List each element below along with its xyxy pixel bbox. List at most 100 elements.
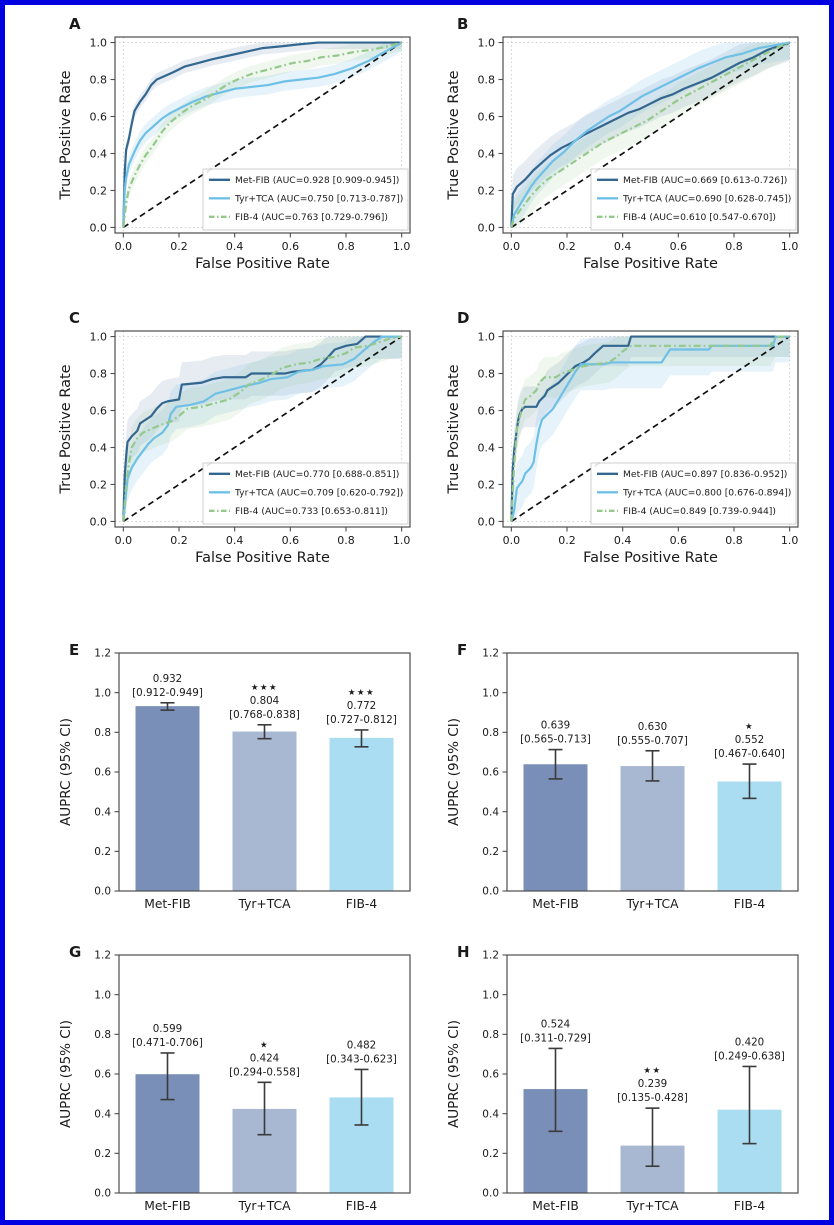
panel-letter-c: C <box>69 309 80 327</box>
significance-stars-fib-4: ★★★ <box>348 688 375 698</box>
value-annotation-tyr-tca: 0.424 <box>250 1052 279 1064</box>
legend-label-met-fib: Met-FIB (AUC=0.928 [0.909-0.945]) <box>235 175 399 186</box>
bar-fib-4 <box>717 781 782 891</box>
x-axis-label: False Positive Rate <box>583 256 718 272</box>
y-tick-label: 0.8 <box>90 73 108 86</box>
x-tick-label: 1.0 <box>393 240 411 253</box>
x-axis-label: False Positive Rate <box>195 256 330 272</box>
y-tick-label: 0.2 <box>90 184 108 197</box>
panel-row-2: 0.0 0.0 0.2 0.2 0.4 0.4 0.6 0.6 0.8 0.8 1.0 1.0 Fals… <box>55 307 829 591</box>
panel-A: 0.0 0.0 0.2 0.2 0.4 0.4 0.6 0.6 0.8 0.8 1.0 1.0 Fals… <box>55 13 433 297</box>
y-tick-label: 0.4 <box>482 806 499 818</box>
x-tick-label: 0.8 <box>725 240 743 253</box>
bar-met-fib <box>135 706 200 891</box>
bar-tyr-tca <box>232 731 297 891</box>
x-tick-label: 1.0 <box>781 534 799 547</box>
panel-H-bar-chart: [0.311-0.729] 0.524 Met-FIB [0.135-0.428] 0.… <box>446 943 799 1213</box>
x-tick-label: 0.2 <box>170 534 188 547</box>
panel-B-roc-chart: 0.0 0.0 0.2 0.2 0.4 0.4 0.6 0.6 0.8 0.8 1.0 1.0 Fals… <box>446 15 799 272</box>
panel-A-roc-chart: 0.0 0.0 0.2 0.2 0.4 0.4 0.6 0.6 0.8 0.8 1.0 1.0 Fals… <box>58 15 411 272</box>
significance-stars-fib-4: ★ <box>745 722 754 732</box>
panel-C: 0.0 0.0 0.2 0.2 0.4 0.4 0.6 0.6 0.8 0.8 1.0 1.0 Fals… <box>55 307 433 591</box>
category-label-tyr-tca: Tyr+TCA <box>625 1199 679 1213</box>
y-tick-label: 0.2 <box>478 184 496 197</box>
legend-label-fib-4: FIB-4 (AUC=0.610 [0.547-0.670]) <box>623 212 776 223</box>
legend-label-tyr-tca: Tyr+TCA (AUC=0.750 [0.713-0.787]) <box>234 194 403 205</box>
y-tick-label: 0.6 <box>482 767 499 779</box>
ci-band-fib-4 <box>511 336 790 522</box>
y-tick-label: 0.6 <box>90 404 108 417</box>
panel-row-4: [0.471-0.706] 0.599 Met-FIB [0.294-0.558] 0.… <box>55 941 829 1220</box>
panel-F-bar-chart: [0.565-0.713] 0.639 Met-FIB [0.555-0.707] 0.… <box>446 641 799 911</box>
y-tick-label: 0.0 <box>90 515 108 528</box>
category-label-fib-4: FIB-4 <box>346 897 378 911</box>
axes-frame <box>502 36 799 234</box>
x-tick-label: 0.0 <box>115 534 133 547</box>
panel-H: [0.311-0.729] 0.524 Met-FIB [0.135-0.428] 0.… <box>443 941 821 1220</box>
panel-F: [0.565-0.713] 0.639 Met-FIB [0.555-0.707] 0.… <box>443 639 821 931</box>
value-annotation-tyr-tca: 0.804 <box>250 695 279 707</box>
axes-frame <box>114 330 411 528</box>
legend-label-met-fib: Met-FIB (AUC=0.897 [0.836-0.952]) <box>623 469 787 480</box>
panel-row-1: 0.0 0.0 0.2 0.2 0.4 0.4 0.6 0.6 0.8 0.8 1.0 1.0 Fals… <box>55 13 829 297</box>
value-annotation-fib-4: 0.482 <box>347 1039 376 1051</box>
panel-E: [0.912-0.949] 0.932 Met-FIB [0.768-0.838] 0.… <box>55 639 433 931</box>
x-tick-label: 0.8 <box>337 534 355 547</box>
x-tick-label: 0.4 <box>226 240 244 253</box>
panel-letter-a: A <box>69 15 81 33</box>
y-tick-label: 0.4 <box>94 806 111 818</box>
legend-box <box>202 168 409 231</box>
y-axis-label: AUPRC (95% CI) <box>446 718 462 826</box>
legend-label-fib-4: FIB-4 (AUC=0.733 [0.653-0.811]) <box>235 506 388 517</box>
ci-annotation-met-fib: [0.565-0.713] <box>520 734 591 746</box>
category-label-met-fib: Met-FIB <box>532 1199 579 1213</box>
ci-annotation-tyr-tca: [0.294-0.558] <box>229 1066 300 1078</box>
ci-annotation-fib-4: [0.467-0.640] <box>714 748 785 760</box>
value-annotation-tyr-tca: 0.239 <box>638 1078 667 1090</box>
y-tick-label: 1.0 <box>482 687 499 699</box>
roc-curve-fib-4 <box>122 41 402 228</box>
y-tick-label: 0.0 <box>94 1188 111 1200</box>
y-tick-label: 0.4 <box>478 441 496 454</box>
panel-letter-f: F <box>457 641 467 659</box>
legend-label-fib-4: FIB-4 (AUC=0.763 [0.729-0.796]) <box>235 212 388 223</box>
x-tick-label: 0.4 <box>614 534 632 547</box>
value-annotation-met-fib: 0.599 <box>153 1023 182 1035</box>
panel-row-3: [0.912-0.949] 0.932 Met-FIB [0.768-0.838] 0.… <box>55 639 829 931</box>
value-annotation-fib-4: 0.552 <box>735 734 764 746</box>
y-tick-label: 0.0 <box>94 886 111 898</box>
roc-curve-fib-4 <box>122 335 402 522</box>
y-axis-label: AUPRC (95% CI) <box>58 1020 74 1128</box>
y-axis-label: AUPRC (95% CI) <box>58 718 74 826</box>
x-axis-label: False Positive Rate <box>583 550 718 566</box>
y-tick-label: 1.0 <box>478 36 496 49</box>
bar-fib-4 <box>329 737 394 891</box>
significance-stars-tyr-tca: ★★ <box>643 1066 661 1076</box>
chance-diagonal-line <box>122 41 403 229</box>
panel-E-bar-chart: [0.912-0.949] 0.932 Met-FIB [0.768-0.838] 0.… <box>58 641 411 911</box>
x-tick-label: 0.8 <box>725 534 743 547</box>
category-label-fib-4: FIB-4 <box>734 1199 766 1213</box>
x-tick-label: 0.0 <box>503 240 521 253</box>
y-tick-label: 0.4 <box>90 441 108 454</box>
category-label-met-fib: Met-FIB <box>144 1199 191 1213</box>
value-annotation-met-fib: 0.932 <box>153 673 182 685</box>
ci-annotation-tyr-tca: [0.768-0.838] <box>229 709 300 721</box>
ci-annotation-tyr-tca: [0.555-0.707] <box>617 735 688 747</box>
roc-curve-met-fib <box>510 41 790 228</box>
x-tick-label: 0.0 <box>115 240 133 253</box>
x-tick-label: 0.0 <box>503 534 521 547</box>
x-tick-label: 0.6 <box>282 240 300 253</box>
value-annotation-met-fib: 0.524 <box>541 1018 570 1030</box>
category-label-fib-4: FIB-4 <box>734 897 766 911</box>
roc-curve-tyr-tca <box>510 41 790 228</box>
panel-letter-g: G <box>69 943 81 961</box>
category-label-met-fib: Met-FIB <box>144 897 191 911</box>
panel-letter-e: E <box>69 641 79 659</box>
panel-letter-d: D <box>457 309 469 327</box>
value-annotation-fib-4: 0.772 <box>347 700 376 712</box>
y-tick-label: 0.2 <box>482 846 499 858</box>
y-tick-label: 1.2 <box>482 950 499 962</box>
x-axis-label: False Positive Rate <box>195 550 330 566</box>
